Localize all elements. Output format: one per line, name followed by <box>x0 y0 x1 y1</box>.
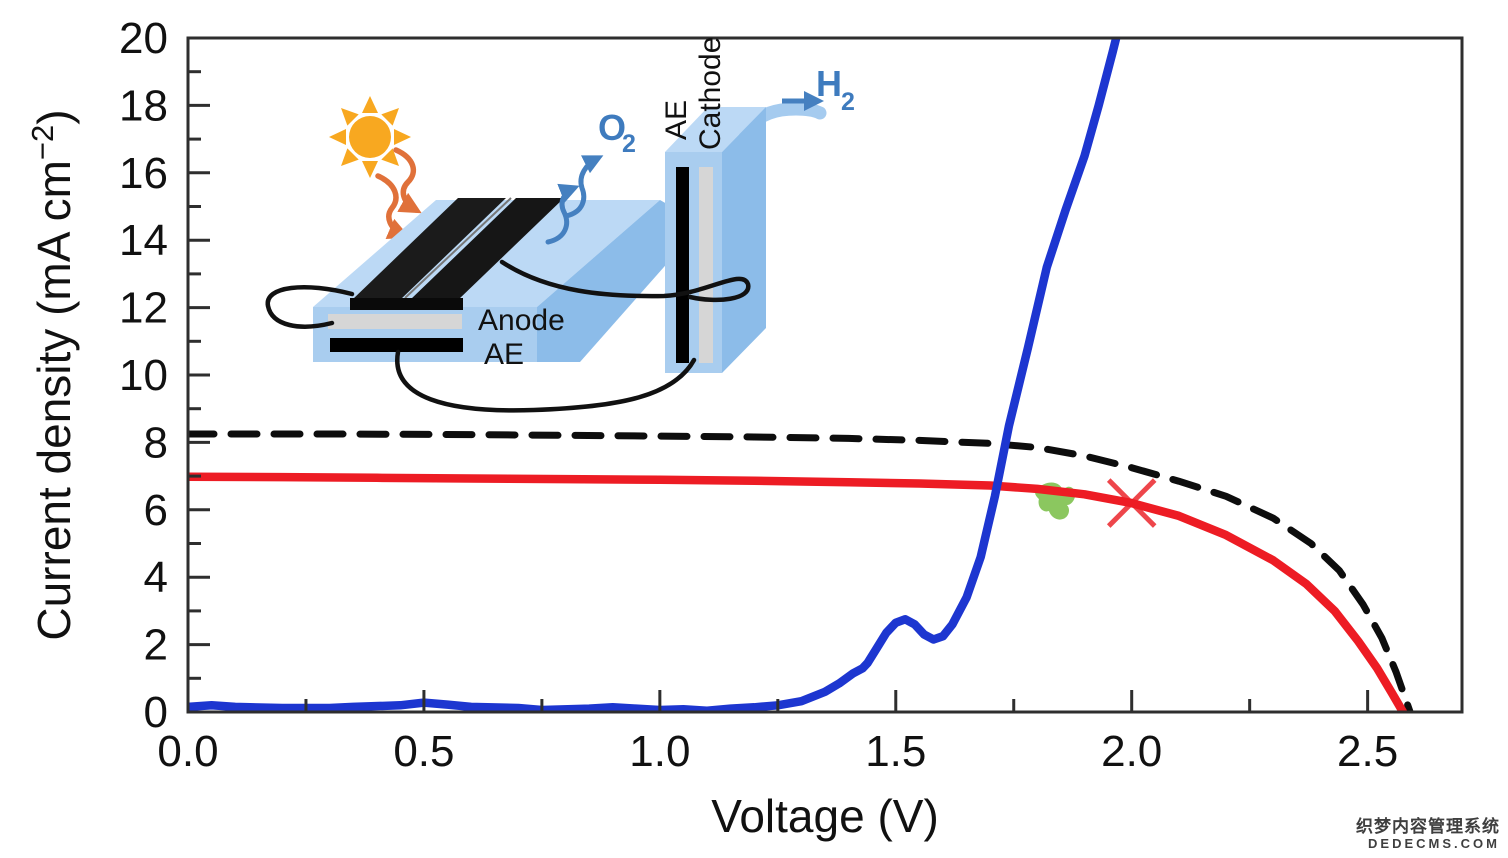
y-tick-label: 8 <box>144 418 168 467</box>
solar-panel-divider <box>404 197 512 299</box>
black-dashed-curve <box>188 430 1414 712</box>
watermark: 织梦内容管理系统 DEDECMS.COM <box>1356 817 1500 852</box>
y-tick-label: 12 <box>119 284 168 333</box>
wire <box>265 285 355 329</box>
cathode-bar <box>699 167 713 363</box>
o2-sub-label: 2 <box>622 130 636 158</box>
o2-arrow-icon <box>545 183 580 245</box>
cathode-cell <box>665 102 827 373</box>
x-tick-label: 2.0 <box>1101 727 1162 776</box>
y-axis-title: Current density (mA cm−2) <box>25 109 80 640</box>
cathode-cell-top-face <box>665 107 766 152</box>
chart-axis-layer: 0.0 0.5 1.0 1.5 2.0 2.5 0 2 4 6 8 10 12 14 16 18 20 <box>119 14 1464 776</box>
solar-panel <box>352 198 506 300</box>
solar-panel <box>410 198 564 300</box>
anode-ae-label: AE <box>484 338 524 371</box>
device-inset: Anode AE O 2 AE Cathode H 2 <box>265 37 855 413</box>
y-tick-label: 2 <box>144 621 168 670</box>
photon-arrow-icon <box>393 147 422 214</box>
x-tick-label: 1.0 <box>629 727 690 776</box>
plot-frame <box>186 36 1464 714</box>
h2-label: H <box>816 63 842 104</box>
photon-arrow-icon <box>375 173 411 240</box>
watermark-line1: 织梦内容管理系统 <box>1356 817 1500 836</box>
y-tick-label: 6 <box>144 486 168 535</box>
h2-sub-label: 2 <box>841 88 855 116</box>
o2-arrow-icon <box>563 155 604 219</box>
y-tick-label: 18 <box>119 81 168 130</box>
cathode-ae-bar <box>676 167 689 363</box>
y-tick-label: 0 <box>144 688 168 737</box>
sun-icon <box>329 96 411 178</box>
y-tick-label: 16 <box>119 149 168 198</box>
x-tick-label: 2.5 <box>1337 727 1398 776</box>
x-tick-label: 0.5 <box>393 727 454 776</box>
wire <box>499 259 751 303</box>
cathode-cell-side-face <box>722 107 766 373</box>
cathode-ae-label: AE <box>660 100 693 140</box>
red-solid-curve <box>188 472 1408 712</box>
y-tick-label: 4 <box>144 553 168 602</box>
blue-solid-curve <box>188 38 1121 712</box>
wire <box>395 349 697 413</box>
y-tick-label: 20 <box>119 14 168 63</box>
anode-label: Anode <box>478 304 565 337</box>
y-tick-label: 14 <box>119 216 168 265</box>
cathode-cell-front-face <box>665 152 722 373</box>
anode-ae-bar <box>330 338 463 352</box>
cathode-label: Cathode <box>694 37 727 150</box>
anode-bar <box>328 314 462 329</box>
o2-label: O <box>598 107 626 148</box>
x-tick-label: 1.5 <box>865 727 926 776</box>
solar-panel-edge <box>350 298 463 310</box>
chart-series-layer <box>188 38 1414 712</box>
x-tick-label: 0.0 <box>157 727 218 776</box>
watermark-line2: DEDECMS.COM <box>1368 836 1500 851</box>
y-tick-label: 10 <box>119 351 168 400</box>
anode-cell-side-face <box>537 200 702 362</box>
anode-cell <box>313 197 702 362</box>
x-axis-title: Voltage (V) <box>711 790 939 842</box>
